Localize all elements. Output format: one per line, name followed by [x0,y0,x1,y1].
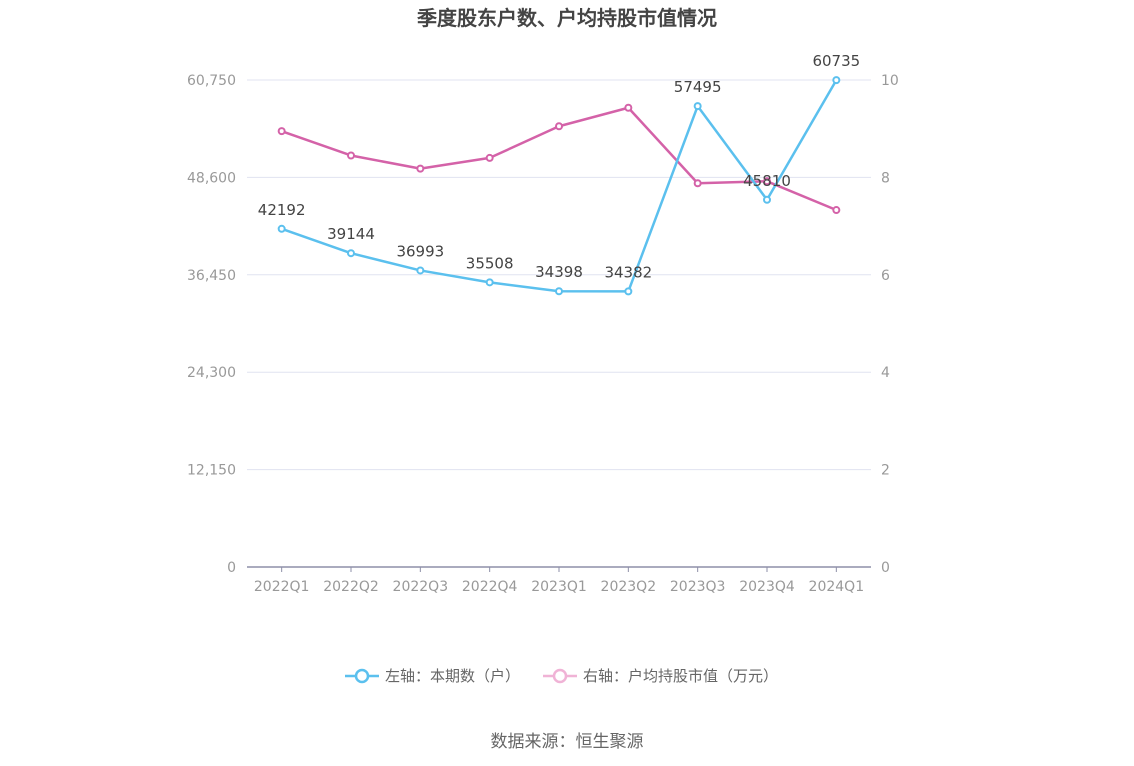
data-label: 35508 [466,254,514,272]
data-label: 60735 [812,52,860,70]
data-label: 57495 [674,78,722,96]
legend[interactable]: 左轴：本期数（户） 右轴：户均持股市值（万元） [345,667,778,685]
right-tick-label: 6 [881,268,890,284]
data-point [624,103,633,112]
right-tick-label: 2 [881,463,890,479]
x-tick-label: 2024Q1 [809,579,865,595]
data-label: 42192 [258,201,306,219]
data-point [485,278,494,287]
data-label: 45810 [743,172,791,190]
left-tick-label: 0 [227,560,236,576]
data-label: 39144 [327,225,375,243]
data-point [347,249,355,258]
x-tick-label: 2022Q3 [393,579,449,595]
data-label: 36993 [396,242,444,260]
x-tick-label: 2023Q2 [601,579,657,595]
data-point [832,206,841,215]
left-tick-label: 24,300 [187,365,236,381]
left-tick-label: 36,450 [187,268,236,284]
left-tick-label: 12,150 [187,463,236,479]
x-tick-label: 2022Q1 [254,579,310,595]
data-point [277,224,286,233]
data-point [416,266,425,275]
x-tick-label: 2022Q4 [462,579,518,595]
data-point [763,195,771,204]
data-point [832,76,841,85]
series-layer: 42192 39144 36993 35508 34398 34382 57495 45810… [258,52,860,296]
data-point [347,151,355,160]
data-point [693,179,702,188]
right-axis: 0 2 4 6 8 10 [881,73,899,576]
data-point [624,287,633,296]
left-axis: 0 12,150 24,300 36,450 48,600 60,750 [187,73,236,576]
legend-label: 右轴：户均持股市值（万元） [583,667,778,685]
data-point [485,153,494,162]
chart-title: 季度股东户数、户均持股市值情况 [416,6,717,30]
data-label: 34382 [604,263,652,281]
left-tick-label: 48,600 [187,170,236,186]
data-source: 数据来源：恒生聚源 [491,732,644,752]
x-tick-label: 2022Q2 [323,579,379,595]
data-point [693,102,702,111]
x-tick-label: 2023Q3 [670,579,726,595]
left-tick-label: 60,750 [187,73,236,89]
data-point [416,164,425,173]
x-tick-label: 2023Q1 [531,579,587,595]
data-point [763,177,771,186]
right-tick-label: 10 [881,73,899,89]
x-axis: 2022Q1 2022Q2 2022Q3 2022Q4 2023Q1 2023Q2 2023… [254,567,864,595]
right-tick-label: 4 [881,365,890,381]
right-tick-label: 8 [881,170,890,186]
data-point [555,287,563,296]
data-label: 34398 [535,263,583,281]
legend-marker-icon [354,668,370,684]
right-tick-label: 0 [881,560,890,576]
legend-marker-icon [552,668,568,684]
legend-label: 左轴：本期数（户） [385,667,520,685]
data-point [555,122,563,131]
data-point [277,127,286,136]
x-tick-label: 2023Q4 [739,579,795,595]
